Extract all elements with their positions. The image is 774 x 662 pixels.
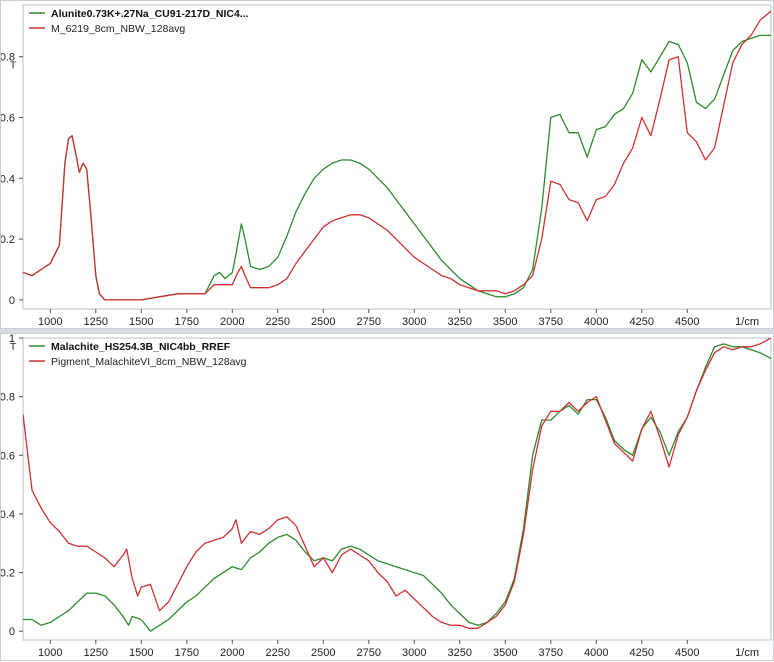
x-tick-label: 1500 [129, 647, 153, 659]
legend-label-1: Alunite0.73K+.27Na_CU91-217D_NIC4... [51, 8, 249, 20]
x-tick-label: 1250 [84, 316, 108, 328]
legend-label-2: Pigment_MalachiteVI_8cm_NBW_128avg [51, 356, 247, 368]
x-tick-label: 2000 [220, 316, 244, 328]
x-tick-label: 4500 [675, 647, 699, 659]
y-tick-label: 0.2 [1, 568, 15, 580]
y-tick-label: 0 [9, 295, 15, 307]
y-tick-label: 0.6 [1, 112, 15, 124]
y-tick-label: 0.4 [1, 509, 15, 521]
x-tick-label: 1000 [38, 316, 62, 328]
x-tick-label: 4500 [675, 316, 699, 328]
x-tick-label: 3500 [493, 647, 517, 659]
x-tick-label: 2500 [311, 316, 335, 328]
x-tick-label: 4000 [584, 647, 608, 659]
x-tick-label: 2750 [357, 316, 381, 328]
chart-svg-bottom: 0 0.2 0.4 0.6 0.8 1T 1000 1250 1500 1750 2000 2250 2… [1, 334, 772, 659]
y-tick-label: 0 [9, 626, 15, 638]
x-axis-unit: 1/cm [735, 316, 759, 328]
y-tick-label: 0.4 [1, 173, 15, 185]
y-tick-label: 1 [9, 334, 15, 345]
plot-area [22, 4, 772, 310]
x-tick-label: 3750 [539, 647, 563, 659]
series-line-2 [23, 338, 771, 629]
x-tick-label: 4000 [584, 316, 608, 328]
x-axis-unit: 1/cm [735, 647, 759, 659]
spectrum-chart-bottom: 0 0.2 0.4 0.6 0.8 1 T 1000 1250 1500 1750 2000 2250 2… [0, 333, 774, 661]
y-axis-label: T [10, 342, 16, 353]
x-tick-label: 1750 [175, 316, 199, 328]
x-tick-label: 3500 [493, 316, 517, 328]
y-tick-label: 0.6 [1, 450, 15, 462]
x-tick-label: 2750 [357, 647, 381, 659]
spectrum-chart-top: 0 0.2 0.4 0.6 0.8 T 1000 1250 1500 1750 2000 2250 25… [0, 0, 774, 329]
x-tick-label: 2250 [266, 316, 290, 328]
plot-area [22, 337, 772, 641]
legend-label-2: M_6219_8cm_NBW_128avg [51, 23, 185, 35]
x-tick-label: 2500 [311, 647, 335, 659]
y-tick-label: 0.8 [1, 52, 15, 64]
x-tick-label: 2000 [220, 647, 244, 659]
x-tick-label: 3750 [539, 316, 563, 328]
x-tick-label: 1000 [38, 647, 62, 659]
chart-svg-top: 0 0.2 0.4 0.6 0.8T 1000 1250 1500 1750 2000 2250 25… [1, 4, 772, 328]
x-tick-label: 3000 [402, 316, 426, 328]
x-tick-label: 1250 [84, 647, 108, 659]
x-tick-label: 3250 [448, 316, 472, 328]
series-line-2 [23, 10, 771, 301]
x-tick-label: 4250 [630, 647, 654, 659]
x-tick-label: 4250 [630, 316, 654, 328]
y-tick-label: 0.8 [1, 392, 15, 404]
y-tick-label: 0.2 [1, 234, 15, 246]
x-tick-label: 1500 [129, 316, 153, 328]
x-tick-label: 2250 [266, 647, 290, 659]
panel-splitter[interactable] [0, 329, 774, 333]
y-axis-label: T [10, 61, 16, 72]
x-tick-label: 3250 [448, 647, 472, 659]
legend-label-1: Malachite_HS254.3B_NIC4bb_RREF [51, 341, 231, 353]
x-tick-label: 3000 [402, 647, 426, 659]
x-tick-label: 1750 [175, 647, 199, 659]
